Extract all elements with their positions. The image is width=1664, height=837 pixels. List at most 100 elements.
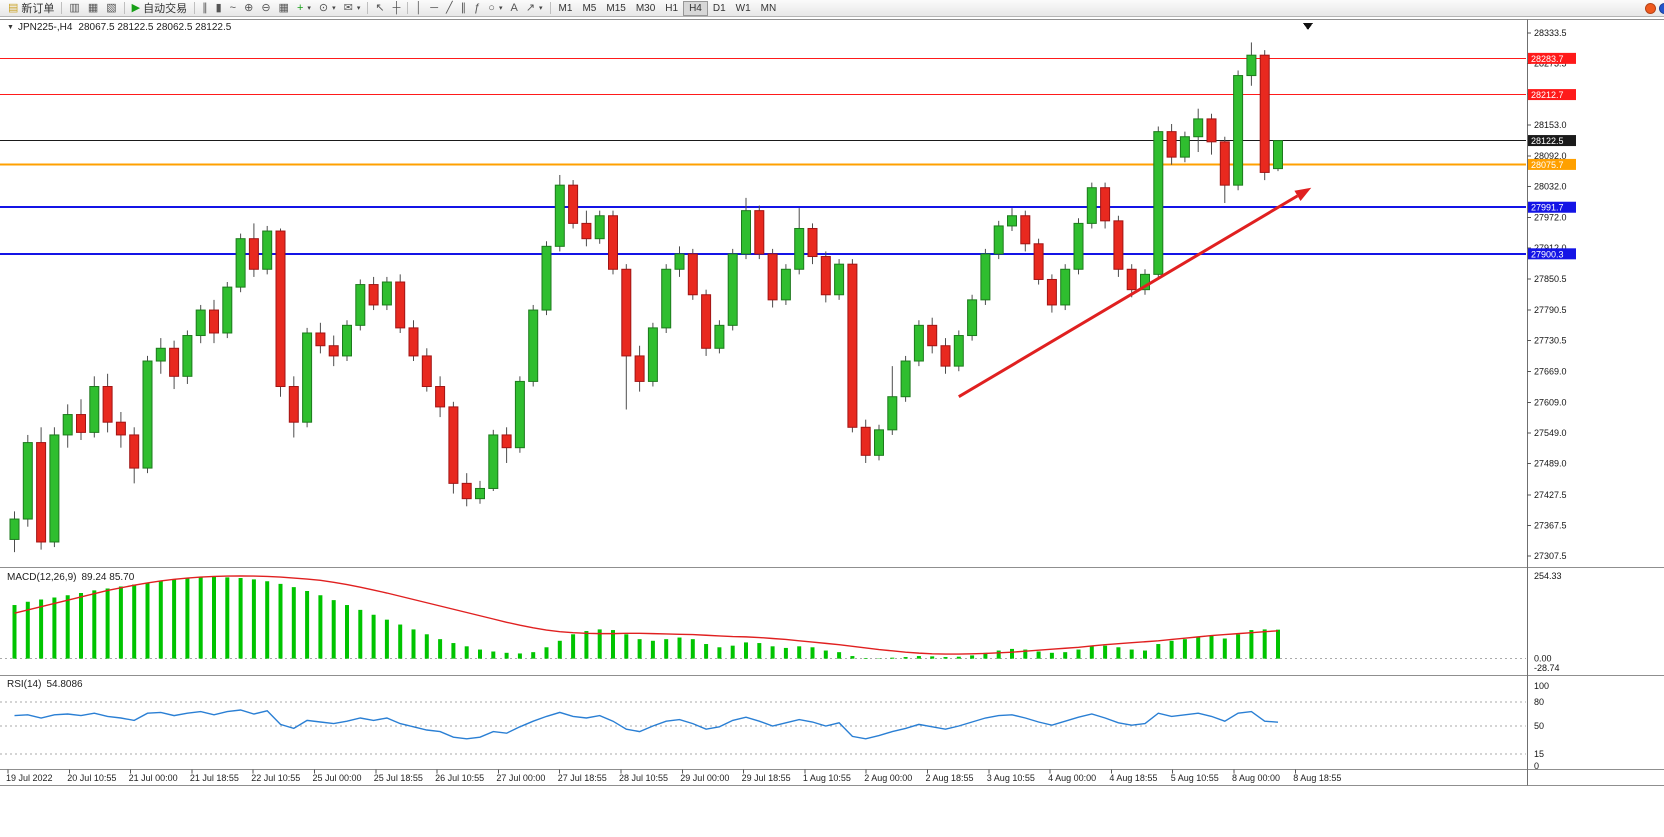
- line-chart-icon[interactable]: ~: [226, 1, 240, 16]
- svg-text:3 Aug 10:55: 3 Aug 10:55: [987, 773, 1035, 783]
- candlestick-chart-icon: ▮: [215, 1, 222, 14]
- svg-text:28075.7: 28075.7: [1531, 160, 1564, 170]
- chevron-down-icon: ▾: [356, 5, 361, 12]
- zoom-out-icon[interactable]: ⊖: [257, 1, 274, 16]
- horizontal-line-icon[interactable]: ─: [426, 1, 442, 16]
- timeframe-m15-button[interactable]: M15: [606, 2, 626, 14]
- timeframe-m30-button[interactable]: M30: [635, 2, 656, 14]
- market-watch-icon[interactable]: ▥: [65, 1, 83, 16]
- svg-text:15: 15: [1534, 749, 1544, 759]
- macd-values: 89.24 85.70: [81, 572, 135, 583]
- chevron-down-icon: ▾: [498, 5, 503, 12]
- navigator-icon[interactable]: ▧: [102, 1, 120, 16]
- timeframe-mn-button[interactable]: MN: [760, 2, 777, 14]
- bar-chart-icon: ∥: [202, 1, 208, 14]
- chevron-down-icon: ▾: [332, 5, 336, 12]
- cursor-icon[interactable]: ↖: [371, 1, 388, 16]
- tile-windows-icon[interactable]: ▦: [275, 1, 293, 16]
- price-axis-badges: 28283.7 28212.7 28122.5 28075.7 27991.7 27900…: [1528, 52, 1576, 260]
- svg-text:8 Aug 00:00: 8 Aug 00:00: [1232, 773, 1280, 783]
- chart-dropdown-caret[interactable]: ▼: [7, 24, 14, 31]
- line-chart-icon: ~: [229, 1, 237, 14]
- svg-text:2 Aug 18:55: 2 Aug 18:55: [926, 773, 974, 783]
- data-window-icon: ▦: [87, 1, 99, 14]
- navigator-icon: ▧: [106, 1, 117, 14]
- timeframe-d1-button[interactable]: D1: [712, 2, 726, 14]
- indicators-icon[interactable]: + ▾: [293, 1, 315, 16]
- svg-text:19 Jul 2022: 19 Jul 2022: [6, 773, 53, 783]
- zoom-in-icon[interactable]: ⊕: [240, 1, 257, 16]
- channel-icon[interactable]: ∥: [457, 1, 471, 16]
- svg-text:29 Jul 18:55: 29 Jul 18:55: [742, 773, 791, 783]
- svg-text:4 Aug 18:55: 4 Aug 18:55: [1109, 773, 1157, 783]
- toolbar-separator: [61, 2, 63, 14]
- svg-text:28153.0: 28153.0: [1534, 120, 1567, 130]
- timeframe-h4-button[interactable]: H4: [683, 0, 708, 16]
- bar-chart-icon[interactable]: ∥: [198, 1, 212, 16]
- chart-canvas[interactable]: 28333.528273.528213.528153.028092.028032…: [0, 17, 1664, 837]
- svg-text:27489.0: 27489.0: [1534, 458, 1567, 468]
- trendline-icon[interactable]: ╱: [442, 1, 457, 16]
- svg-text:29 Jul 00:00: 29 Jul 00:00: [680, 773, 729, 783]
- candlestick-chart-icon[interactable]: ▮: [212, 1, 226, 16]
- timeframe-h1-button[interactable]: H1: [665, 2, 679, 14]
- svg-text:28092.0: 28092.0: [1534, 151, 1567, 161]
- trend-arrow[interactable]: [958, 187, 1312, 398]
- auto-trading-button[interactable]: ▶ 自动交易: [128, 1, 191, 16]
- timeframe-w1-button[interactable]: W1: [735, 2, 751, 14]
- svg-text:27 Jul 18:55: 27 Jul 18:55: [558, 773, 607, 783]
- status-blue-dot[interactable]: [1659, 2, 1664, 14]
- timeframe-m1-button[interactable]: M1: [558, 2, 573, 14]
- toolbar: ▤ 新订单 ▥ ▦ ▧ ▶ 自动交易 ∥ ▮ ~ ⊕ ⊖ ▦ + ▾ ⊙ ▾ ✉ ▾ ↖ ┼ │ ─ ╱ ∥ ƒ ○ ▾ A ↗ ▾ M1 M5…: [0, 0, 1664, 17]
- svg-text:0: 0: [1534, 761, 1539, 771]
- svg-text:50: 50: [1534, 721, 1544, 731]
- text-icon[interactable]: A: [506, 1, 521, 16]
- svg-text:4 Aug 00:00: 4 Aug 00:00: [1048, 773, 1096, 783]
- periods-icon[interactable]: ⊙ ▾: [315, 1, 340, 16]
- templates-icon: ✉: [343, 1, 353, 14]
- templates-icon[interactable]: ✉ ▾: [340, 1, 365, 16]
- data-window-icon[interactable]: ▦: [84, 1, 102, 16]
- svg-text:27609.0: 27609.0: [1534, 397, 1567, 407]
- svg-text:27307.5: 27307.5: [1534, 551, 1567, 561]
- svg-text:28212.7: 28212.7: [1531, 90, 1564, 100]
- svg-text:28122.5: 28122.5: [1531, 136, 1564, 146]
- rsi-value: 54.8086: [46, 679, 83, 690]
- svg-text:28032.0: 28032.0: [1534, 182, 1567, 192]
- status-orange-dot[interactable]: [1645, 2, 1656, 14]
- svg-text:27900.3: 27900.3: [1531, 249, 1564, 259]
- fibonacci-icon: ƒ: [474, 1, 481, 14]
- vertical-line-icon[interactable]: │: [411, 1, 426, 16]
- macd-indicator-label: MACD(12,26,9) 89.24 85.70: [7, 572, 134, 583]
- chart-symbol-period: JPN225-,H4: [17, 22, 73, 33]
- rsi-indicator-label: RSI(14) 54.8086: [7, 679, 83, 690]
- svg-text:21 Jul 00:00: 21 Jul 00:00: [129, 773, 178, 783]
- svg-text:25 Jul 18:55: 25 Jul 18:55: [374, 773, 423, 783]
- svg-text:21 Jul 18:55: 21 Jul 18:55: [190, 773, 239, 783]
- timeframe-m5-button[interactable]: M5: [582, 2, 597, 14]
- svg-text:27669.0: 27669.0: [1534, 367, 1567, 377]
- shapes-icon[interactable]: ○ ▾: [484, 1, 506, 16]
- vertical-line-icon: │: [415, 1, 423, 14]
- chart-region[interactable]: 28333.528273.528213.528153.028092.028032…: [0, 17, 1664, 837]
- svg-text:27427.5: 27427.5: [1534, 490, 1567, 500]
- trendline-icon: ╱: [446, 1, 453, 14]
- macd-name: MACD(12,26,9): [7, 572, 77, 583]
- svg-text:1 Aug 10:55: 1 Aug 10:55: [803, 773, 851, 783]
- svg-text:27367.5: 27367.5: [1534, 520, 1567, 530]
- fibonacci-icon[interactable]: ƒ: [470, 1, 484, 16]
- arrow-objects-icon[interactable]: ↗ ▾: [522, 1, 547, 16]
- svg-text:25 Jul 00:00: 25 Jul 00:00: [313, 773, 362, 783]
- chevron-down-icon: ▾: [307, 5, 311, 12]
- svg-text:8 Aug 18:55: 8 Aug 18:55: [1293, 773, 1341, 783]
- svg-text:80: 80: [1534, 697, 1544, 707]
- chart-ohlc-readout: 28067.5 28122.5 28062.5 28122.5: [78, 22, 232, 33]
- svg-text:28333.5: 28333.5: [1534, 28, 1567, 38]
- svg-text:27790.5: 27790.5: [1534, 305, 1567, 315]
- tile-windows-icon: ▦: [278, 1, 289, 14]
- auto-trading-button-label: 自动交易: [143, 3, 188, 15]
- toolbar-separator: [549, 2, 551, 14]
- crosshair-icon[interactable]: ┼: [389, 1, 405, 16]
- svg-text:22 Jul 10:55: 22 Jul 10:55: [251, 773, 300, 783]
- new-order-button[interactable]: ▤ 新订单: [4, 1, 58, 16]
